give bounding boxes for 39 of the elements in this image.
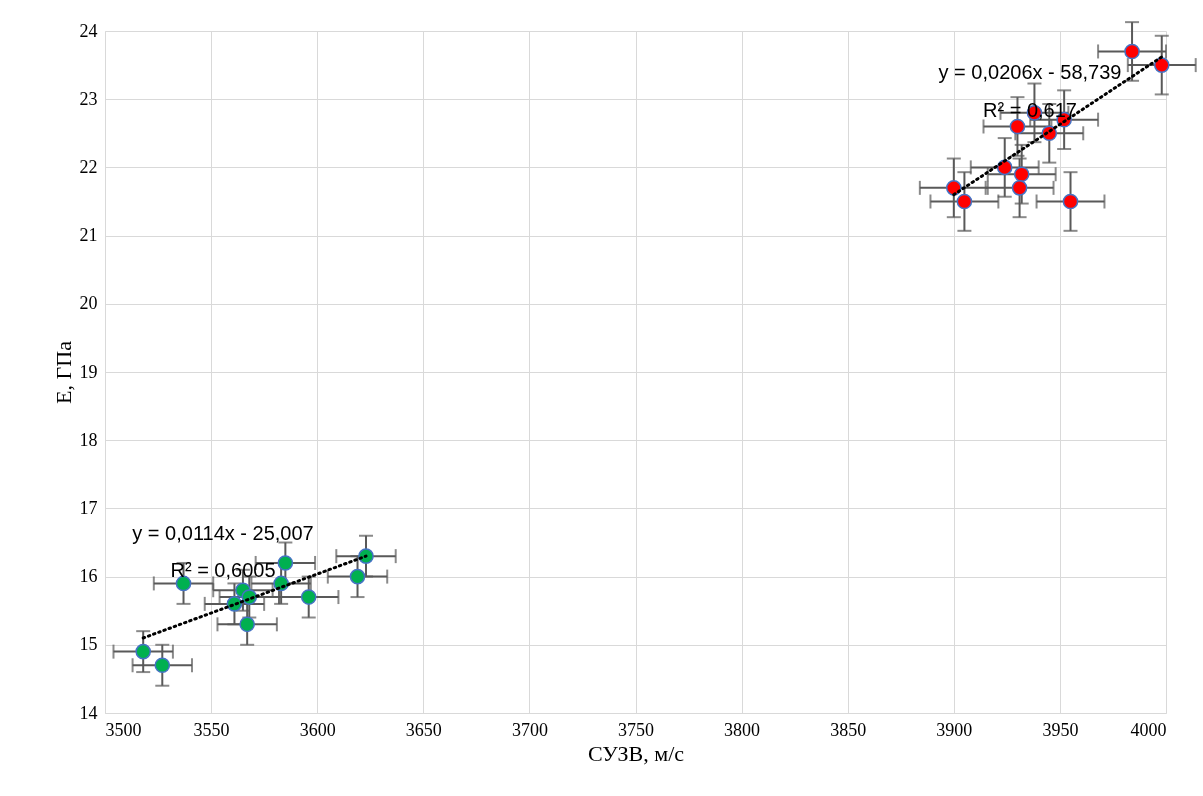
x-tick-label: 4000 xyxy=(1130,719,1167,740)
y-tick-label: 19 xyxy=(79,361,98,382)
point xyxy=(239,616,255,633)
x-axis-title: СУЗВ, м/с xyxy=(587,740,685,766)
x-tick-label: 3600 xyxy=(299,719,336,740)
point xyxy=(300,589,317,605)
point xyxy=(1013,166,1030,183)
y-tick-label: 21 xyxy=(79,225,98,246)
y-tick-label: 17 xyxy=(79,497,98,518)
y-axis-title: E, ГПа xyxy=(50,340,76,404)
point xyxy=(1062,193,1079,210)
x-tick-label: 3650 xyxy=(405,719,442,740)
point xyxy=(135,643,152,660)
y-tick-label: 14 xyxy=(79,702,98,723)
x-tick-label: 3700 xyxy=(511,719,548,740)
point xyxy=(277,555,294,571)
annotation: y = 0,0206x - 58,739 xyxy=(938,61,1122,83)
x-tick-label: 3500 xyxy=(105,719,142,740)
y-tick-label: 18 xyxy=(79,429,98,450)
y-tick-label: 20 xyxy=(79,293,98,314)
point xyxy=(956,193,973,210)
point xyxy=(349,568,366,585)
x-tick-label: 3950 xyxy=(1042,719,1079,740)
x-tick-label: 3900 xyxy=(936,719,973,740)
x-tick-label: 3750 xyxy=(618,719,654,740)
point xyxy=(1009,118,1026,135)
point xyxy=(1153,57,1170,73)
point xyxy=(1011,180,1028,196)
y-tick-label: 15 xyxy=(79,634,98,655)
x-tick-label: 3550 xyxy=(193,719,230,740)
y-tick-label: 24 xyxy=(79,20,98,41)
x-tick-label: 3800 xyxy=(724,719,761,740)
y-tick-label: 23 xyxy=(79,88,98,109)
y-tick-label: 22 xyxy=(79,156,98,177)
y-tick-label: 16 xyxy=(79,566,98,587)
point xyxy=(1124,43,1140,60)
point xyxy=(154,657,171,674)
x-tick-label: 3850 xyxy=(830,719,867,740)
annotation: y = 0,0114x - 25,007 xyxy=(132,522,314,544)
